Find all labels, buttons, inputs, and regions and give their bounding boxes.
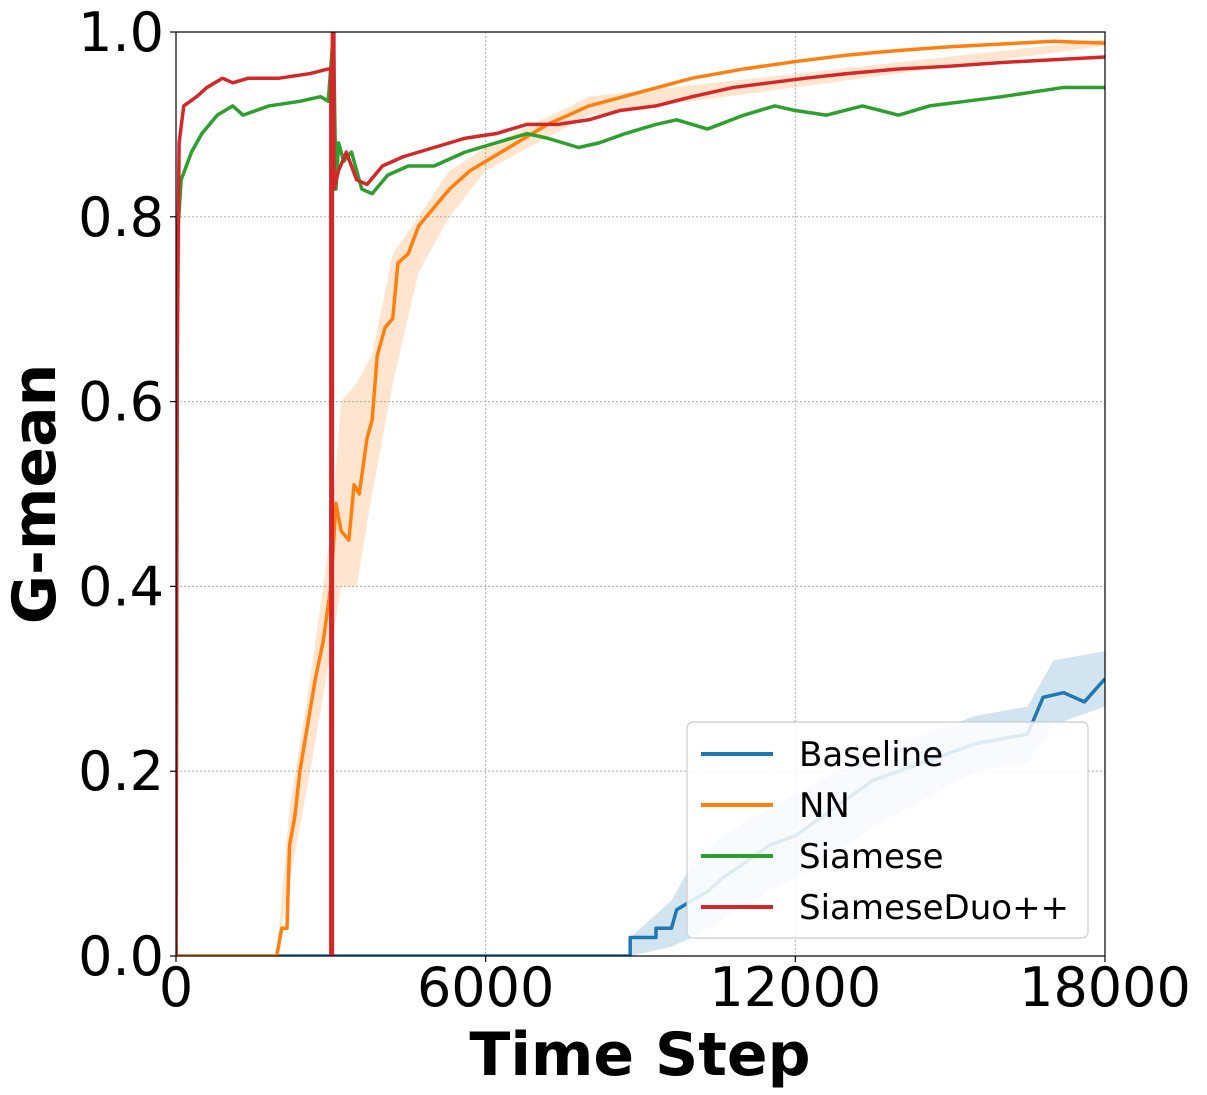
- plot-frame: [175, 31, 1106, 957]
- legend-box: [686, 721, 1089, 939]
- legend-label: NN: [799, 786, 850, 826]
- legend: Baseline NN Siamese SiameseDuo++: [686, 721, 1089, 939]
- y-tick-label: 0.4: [78, 555, 164, 618]
- y-tick-label: 0.8: [78, 186, 164, 249]
- line-nn: [176, 39, 1105, 956]
- x-tick-label: 0: [159, 956, 193, 1019]
- series-lines: [176, 32, 1105, 956]
- y-tick-label: 1.0: [78, 1, 164, 64]
- x-tick-label: 12000: [709, 956, 881, 1019]
- line-siamese: [176, 32, 1105, 956]
- legend-label: Baseline: [799, 735, 943, 775]
- grid-lines: [176, 32, 1105, 956]
- legend-label: SiameseDuo++: [799, 888, 1069, 928]
- x-tick-label: 18000: [1019, 956, 1191, 1019]
- axis-ticks: 0 6000 12000 18000 0.0 0.2 0.4 0.6 0.8 1.0: [78, 1, 1191, 1019]
- legend-label: Siamese: [799, 837, 944, 877]
- x-tick-label: 6000: [417, 956, 554, 1019]
- x-axis-title: Time Step: [469, 1020, 810, 1090]
- y-tick-label: 0.0: [78, 925, 164, 988]
- y-tick-label: 0.2: [78, 740, 164, 803]
- line-siameseduo-: [176, 32, 1105, 956]
- y-axis-title: G-mean: [0, 364, 70, 625]
- y-tick-label: 0.6: [78, 371, 164, 434]
